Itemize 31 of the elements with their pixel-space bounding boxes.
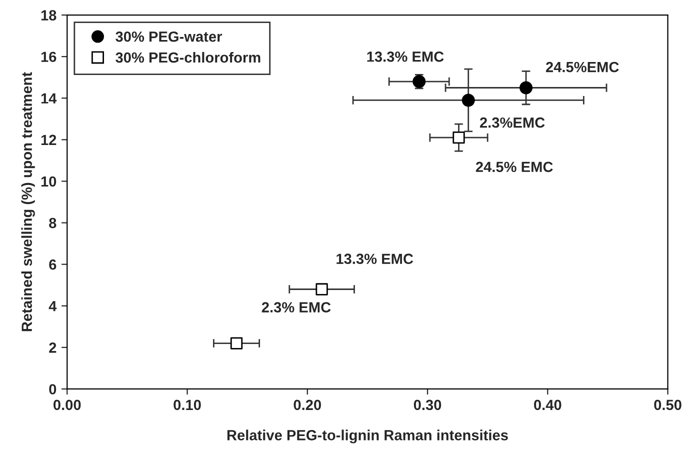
- x-tick-label: 0.00: [54, 400, 81, 410]
- annotation: 13.3% EMC: [336, 254, 414, 264]
- y-tick-label: 12: [41, 134, 56, 145]
- point: [316, 283, 328, 296]
- point: [520, 81, 533, 94]
- x-axis-title: Relative PEG-to-lignin Raman intensities: [227, 430, 508, 444]
- annotation: 2.3%EMC: [480, 117, 545, 128]
- point: [452, 132, 465, 144]
- legend-label: 30% PEG-water: [116, 31, 222, 42]
- y-tick-label: 0: [49, 384, 56, 394]
- point: [462, 94, 475, 107]
- annotation: 24.5%EMC: [546, 62, 619, 72]
- annotation: 13.3% EMC: [367, 52, 444, 62]
- x-tick-label: 0.20: [294, 400, 321, 410]
- x-tick-label: 0.50: [654, 400, 682, 410]
- y-tick-label: 6: [49, 259, 56, 270]
- y-tick-label: 18: [41, 10, 56, 20]
- y-tick-label: 14: [41, 93, 57, 104]
- point: [230, 337, 243, 350]
- y-tick-label: 4: [48, 301, 57, 312]
- y-tick-label: 16: [41, 52, 56, 62]
- x-tick-label: 0.10: [174, 400, 201, 410]
- y-tick-label: 8: [49, 218, 56, 228]
- annotation: 2.3% EMC: [262, 302, 331, 312]
- x-tick-label: 0.40: [534, 400, 562, 410]
- x-tick-label: 0.30: [414, 400, 442, 410]
- y-tick-label: 10: [41, 176, 56, 187]
- y-axis-title: Retained swelling (%) upon treatment: [21, 72, 35, 332]
- legend-label: 30% PEG-chloroform: [116, 52, 260, 63]
- y-tick-label: 2: [49, 342, 56, 353]
- annotation: 24.5% EMC: [476, 162, 553, 172]
